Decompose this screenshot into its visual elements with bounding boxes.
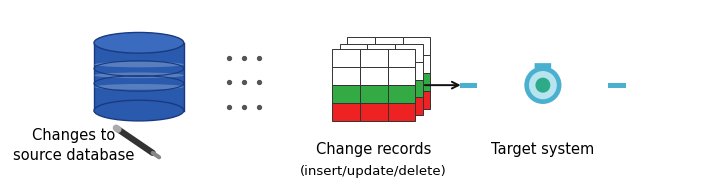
Bar xyxy=(395,44,422,62)
Bar xyxy=(347,55,375,73)
Bar xyxy=(375,73,403,91)
Bar xyxy=(340,79,368,97)
Text: (insert/update/delete): (insert/update/delete) xyxy=(300,165,447,178)
Bar xyxy=(340,44,368,62)
Ellipse shape xyxy=(94,84,184,90)
Bar xyxy=(360,67,388,85)
Bar xyxy=(347,73,375,91)
Bar xyxy=(388,67,415,85)
Polygon shape xyxy=(94,43,184,111)
Bar xyxy=(332,103,360,121)
Ellipse shape xyxy=(535,78,550,93)
Bar xyxy=(332,67,360,85)
Bar xyxy=(537,88,549,98)
Bar xyxy=(460,83,477,88)
Bar xyxy=(332,85,360,103)
Ellipse shape xyxy=(94,100,184,121)
Bar xyxy=(388,85,415,103)
FancyBboxPatch shape xyxy=(535,63,551,68)
Bar xyxy=(375,37,403,55)
Bar xyxy=(332,49,360,67)
Bar xyxy=(340,62,368,79)
Bar xyxy=(368,44,395,62)
Bar xyxy=(340,97,368,115)
Bar xyxy=(360,103,388,121)
Bar xyxy=(537,73,549,82)
Bar xyxy=(360,49,388,67)
Text: Changes to
source database: Changes to source database xyxy=(13,129,134,163)
Bar xyxy=(388,103,415,121)
Bar xyxy=(360,85,388,103)
Text: Target system: Target system xyxy=(491,142,594,157)
Bar xyxy=(368,97,395,115)
Bar xyxy=(388,49,415,67)
Bar xyxy=(347,37,375,55)
Ellipse shape xyxy=(524,66,562,104)
Bar xyxy=(403,37,430,55)
Bar xyxy=(375,55,403,73)
Ellipse shape xyxy=(94,32,184,53)
Bar xyxy=(375,91,403,109)
Bar xyxy=(395,62,422,79)
Ellipse shape xyxy=(94,72,184,78)
Text: Change records: Change records xyxy=(316,142,432,157)
Bar xyxy=(403,91,430,109)
Bar xyxy=(395,79,422,97)
Bar xyxy=(608,83,626,88)
Bar xyxy=(368,62,395,79)
Bar xyxy=(403,55,430,73)
Bar xyxy=(347,91,375,109)
Ellipse shape xyxy=(94,62,184,67)
Bar xyxy=(403,73,430,91)
Bar xyxy=(368,79,395,97)
Ellipse shape xyxy=(529,71,557,99)
Bar xyxy=(395,97,422,115)
